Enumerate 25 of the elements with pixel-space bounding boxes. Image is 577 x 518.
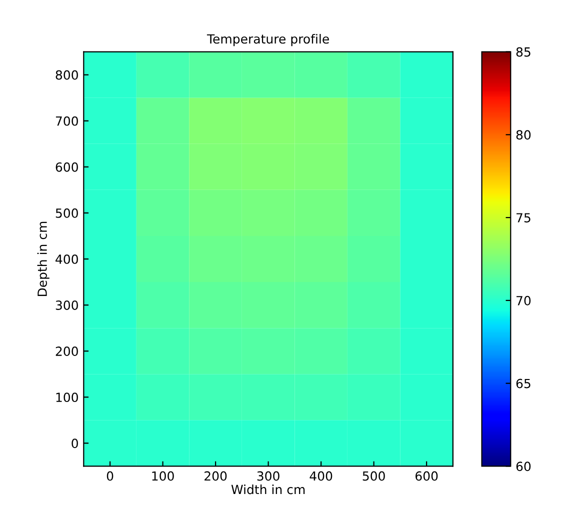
x-tick-label: 600 (416, 471, 438, 481)
y-tick-label: 500 (56, 208, 78, 218)
x-tick-label: 200 (204, 471, 227, 481)
x-tick-label: 300 (257, 471, 280, 481)
color-bar-label: 70 (516, 296, 531, 306)
y-axis-title: Depth in cm (37, 222, 50, 296)
color-bar-label: 60 (516, 462, 531, 472)
y-tick-label: 0 (72, 438, 78, 448)
color-bar-label: 80 (516, 130, 531, 140)
color-bar-label: 85 (516, 47, 530, 57)
y-tick-label: 600 (56, 162, 78, 172)
y-tick-label: 100 (56, 392, 78, 402)
x-tick-label: 0 (106, 471, 114, 481)
color-bar-label: 65 (516, 378, 530, 388)
y-tick-label: 400 (56, 254, 78, 264)
x-tick-label: 400 (310, 471, 332, 481)
color-bar-label: 75 (516, 213, 530, 222)
y-tick-label: 800 (56, 70, 78, 80)
y-tick-label: 300 (56, 300, 78, 310)
x-tick-label: 100 (152, 471, 174, 481)
chart-title: Temperature profile (206, 34, 329, 46)
y-tick-label: 200 (56, 346, 78, 356)
x-tick-label: 500 (362, 471, 385, 481)
x-axis-title: Width in cm (231, 484, 305, 494)
y-tick-label: 700 (56, 116, 78, 126)
